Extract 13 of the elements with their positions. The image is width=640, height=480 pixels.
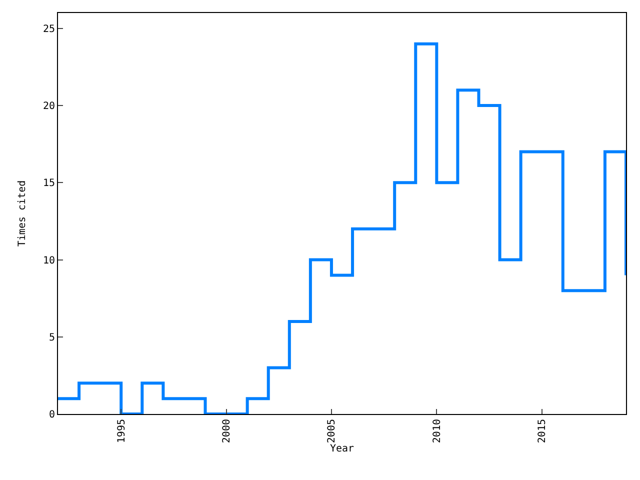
x-tick-label: 2015 <box>537 419 548 444</box>
y-tick-label: 5 <box>48 332 55 344</box>
x-axis-title: Year <box>330 444 354 455</box>
y-tick-label: 20 <box>42 101 55 112</box>
x-tick-label: 1995 <box>116 419 128 444</box>
y-tick-label: 10 <box>42 255 55 266</box>
x-tick-label: 2005 <box>326 419 338 444</box>
y-tick-label: 0 <box>48 410 55 420</box>
x-tick-label: 2010 <box>432 419 443 444</box>
y-tick-label: 15 <box>42 178 55 190</box>
y-tick-label: 25 <box>42 24 55 35</box>
x-tick-label: 2000 <box>222 419 233 444</box>
y-axis-title: Times cited <box>16 180 28 247</box>
